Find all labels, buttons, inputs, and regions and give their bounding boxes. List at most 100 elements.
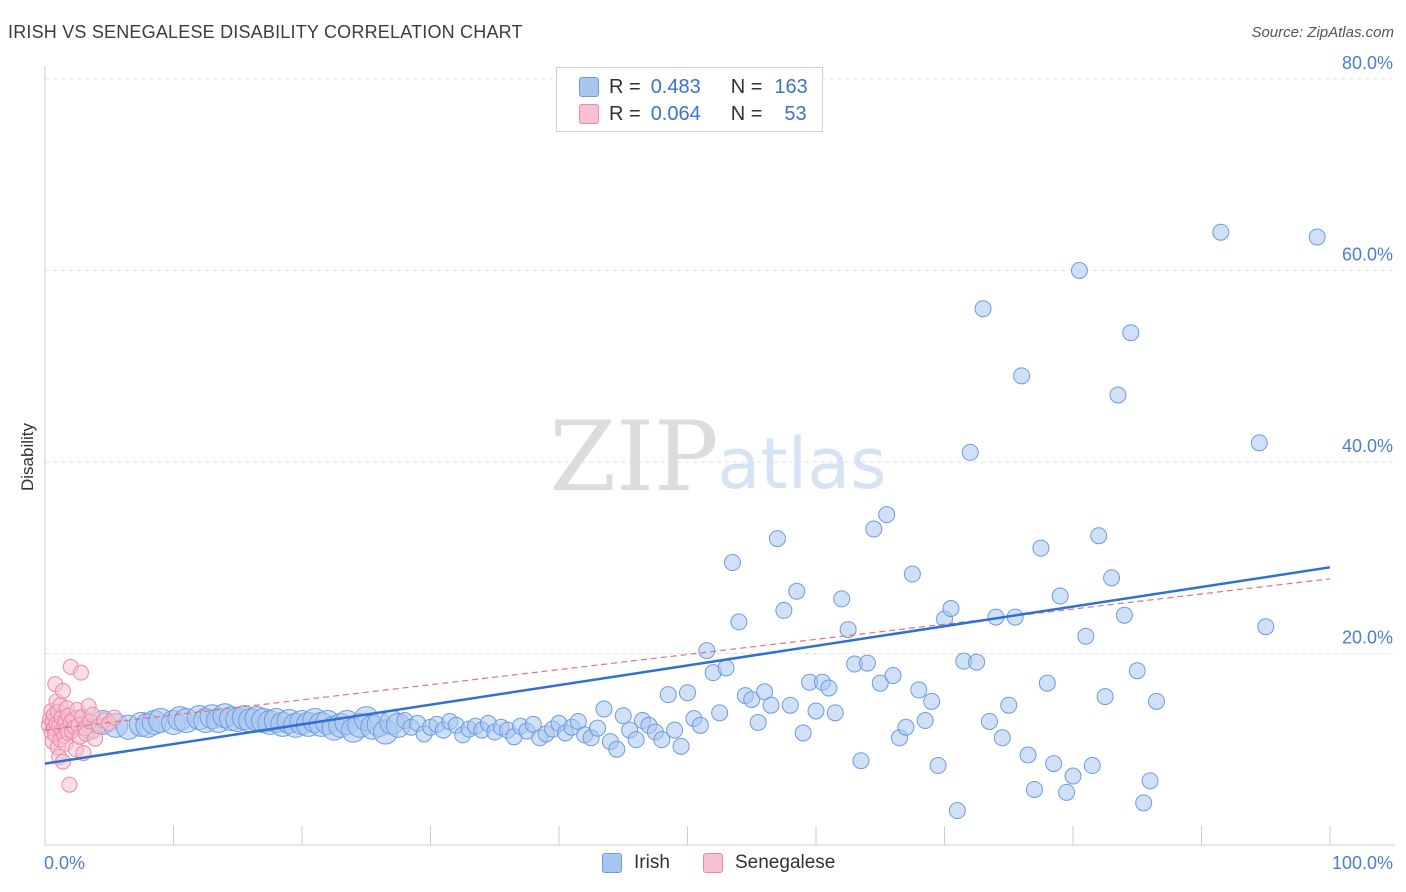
series-label-irish: Irish — [634, 852, 670, 873]
watermark-atlas: atlas — [717, 423, 886, 505]
irish-point — [762, 696, 780, 714]
irish-point — [711, 704, 729, 722]
irish-point — [679, 684, 696, 702]
series-swatch-irish — [602, 853, 622, 873]
irish-point — [781, 696, 799, 714]
legend-r-label: R = — [609, 102, 641, 125]
legend-n-label: N = — [730, 75, 763, 98]
irish-point — [923, 692, 941, 710]
irish-point — [858, 654, 876, 672]
irish-point — [852, 752, 870, 770]
senegalese-points — [40, 658, 123, 793]
series-swatch-senegalese — [703, 853, 723, 873]
irish-point — [993, 729, 1011, 747]
irish-point — [916, 712, 934, 730]
irish-point — [723, 554, 741, 572]
chart-title: IRISH VS SENEGALESE DISABILITY CORRELATI… — [8, 22, 523, 42]
senegalese-point — [54, 682, 71, 699]
irish-point — [672, 737, 690, 755]
irish-point — [691, 716, 709, 734]
correlation-legend: R = 0.483 N = 163 R = 0.064 N = 53 — [556, 67, 823, 132]
irish-point — [1090, 527, 1108, 545]
x-tick-label: 0.0% — [44, 853, 85, 873]
series-legend-irish: Irish — [602, 852, 670, 874]
irish-point — [1135, 794, 1153, 812]
irish-point — [910, 681, 928, 699]
irish-point — [884, 667, 902, 685]
y-tick-label: 40.0% — [1342, 436, 1393, 456]
irish-point — [1096, 688, 1114, 706]
source-label: Source: ZipAtlas.com — [1251, 24, 1394, 41]
legend-swatch-irish — [579, 77, 599, 97]
irish-point — [627, 731, 645, 749]
irish-point — [775, 601, 793, 619]
legend-r-value: 0.064 — [650, 102, 701, 125]
irish-point — [1115, 606, 1133, 624]
series-label-senegalese: Senegalese — [735, 852, 836, 873]
irish-point — [1083, 757, 1101, 775]
irish-point — [1128, 662, 1146, 680]
irish-point — [1051, 587, 1069, 605]
irish-point — [1045, 755, 1063, 773]
irish-point — [608, 740, 626, 758]
irish-point — [1109, 386, 1127, 404]
irish-point — [942, 599, 960, 617]
y-tick-label: 60.0% — [1342, 245, 1393, 265]
irish-point — [1250, 434, 1268, 452]
irish-trend-line — [44, 566, 1331, 765]
irish-point — [659, 686, 677, 704]
irish-point — [1013, 367, 1031, 385]
legend-r-label: R = — [609, 75, 641, 98]
senegalese-point — [61, 776, 78, 793]
irish-point — [1308, 228, 1326, 246]
irish-point — [788, 582, 806, 600]
series-legend: Irish Senegalese — [0, 852, 1406, 878]
irish-point — [903, 565, 921, 583]
legend-n-value: 53 — [784, 102, 807, 125]
y-tick-label: 80.0% — [1342, 53, 1393, 73]
irish-point — [948, 802, 966, 820]
irish-point — [1070, 262, 1088, 279]
irish-point — [1122, 324, 1140, 342]
irish-point — [980, 712, 998, 730]
irish-point — [833, 590, 851, 608]
irish-point — [1019, 746, 1037, 764]
irish-point — [1058, 783, 1076, 801]
irish-point — [1000, 696, 1018, 714]
irish-point — [1025, 780, 1043, 798]
irish-point — [826, 704, 844, 722]
irish-points — [64, 223, 1326, 820]
watermark-zip: ZIP — [549, 401, 718, 513]
irish-point — [1212, 223, 1230, 241]
y-tick-label: 20.0% — [1342, 628, 1393, 648]
irish-point — [717, 659, 735, 677]
irish-point — [961, 443, 979, 461]
grid-lines — [45, 78, 1395, 654]
irish-point — [595, 700, 613, 718]
irish-point — [794, 724, 812, 742]
irish-point — [871, 674, 889, 692]
legend-r-value: 0.483 — [650, 75, 701, 98]
irish-point — [807, 702, 825, 720]
irish-point — [974, 300, 992, 318]
irish-point — [614, 707, 632, 725]
legend-row-irish: R = 0.483 N = 163 — [579, 74, 808, 100]
senegalese-point — [72, 664, 89, 681]
legend-row-senegalese: R = 0.064 N = 53 — [579, 101, 807, 127]
irish-point — [1038, 674, 1056, 692]
zipatlas-watermark: ZIP atlas — [549, 401, 886, 513]
irish-point — [653, 731, 671, 749]
y-axis-label: Disability — [18, 422, 37, 491]
tick-labels: 20.0% 40.0% 60.0% 80.0% 0.0% 100.0% — [44, 53, 1393, 873]
irish-point — [589, 719, 607, 737]
irish-point — [929, 757, 947, 775]
irish-point — [1103, 569, 1121, 587]
irish-point — [1148, 692, 1166, 710]
irish-point — [865, 520, 883, 538]
irish-point — [839, 621, 857, 639]
senegalese-trend-line — [44, 578, 1331, 731]
legend-n-value: 163 — [774, 75, 808, 98]
irish-point — [749, 713, 767, 731]
series-legend-senegalese: Senegalese — [703, 852, 835, 874]
